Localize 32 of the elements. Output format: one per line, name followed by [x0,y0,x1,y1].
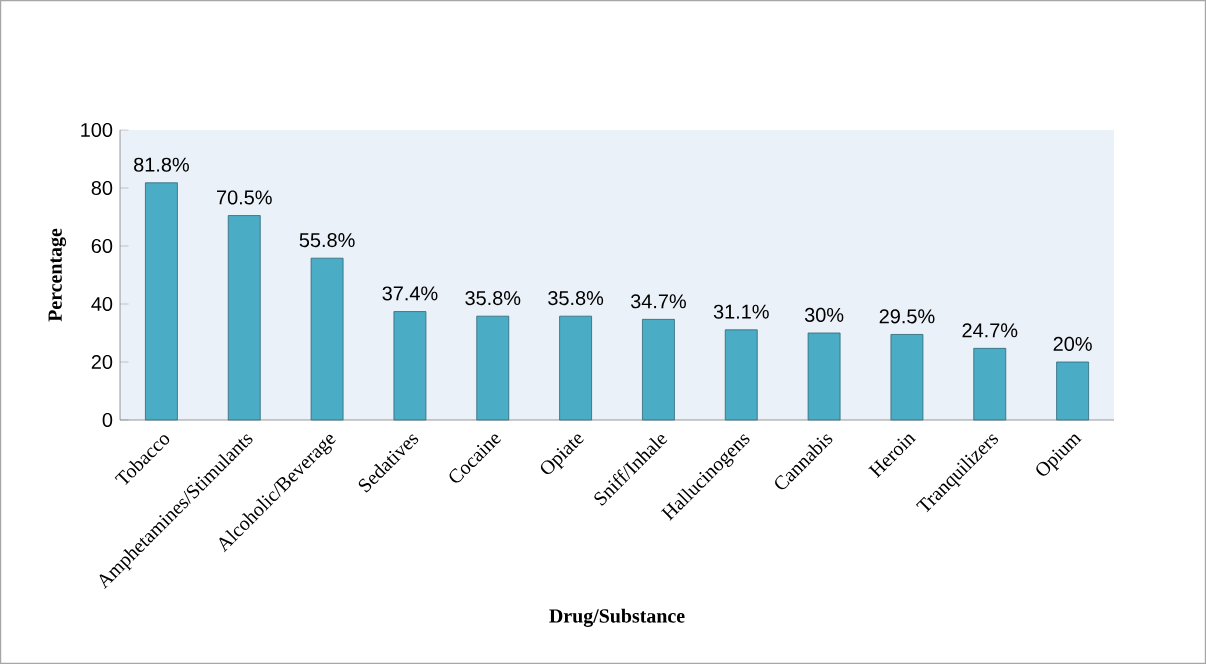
bar [559,315,592,421]
data-label: 31.1% [713,304,769,319]
bar [807,332,841,421]
data-label: 81.8% [134,157,189,172]
y-tick-label: 80 [91,180,113,196]
data-label: 35.8% [548,291,604,306]
bar [724,329,758,421]
data-label: 34.7% [630,294,686,309]
y-tick-label: 0 [102,412,113,428]
bar [145,182,178,421]
y-axis-title: Percentage [48,228,67,322]
x-axis-title: Drug/Substance [549,608,685,627]
data-label: 70.5% [217,190,272,205]
data-label: 55.8% [299,233,355,248]
bar [973,347,1007,421]
y-tick-label: 40 [91,296,113,312]
data-label: 35.8% [465,291,521,306]
bar [642,318,675,421]
bar [393,311,427,421]
data-label: 37.4% [382,286,438,301]
data-label: 20% [1053,336,1092,351]
bar [1056,361,1089,421]
data-label: 30% [804,307,844,322]
bar [310,257,344,421]
bar [476,315,510,421]
data-label: 24.7% [962,323,1018,338]
y-tick-label: 20 [91,354,113,370]
data-label: 29.5% [879,309,935,324]
y-tick-label: 100 [81,122,113,138]
bar [227,215,261,421]
bar [890,334,924,421]
y-tick-label: 60 [91,238,113,254]
